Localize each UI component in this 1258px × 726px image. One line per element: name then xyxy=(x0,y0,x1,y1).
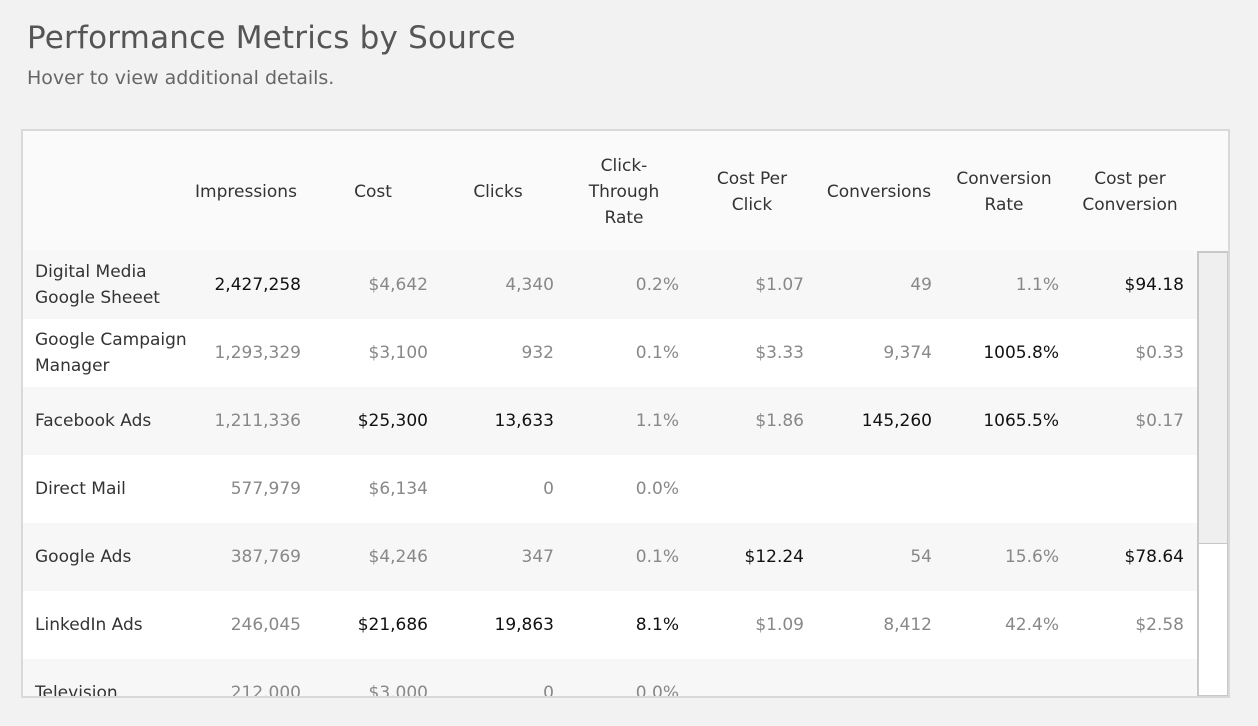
table-cell[interactable]: $12.24 xyxy=(744,547,804,567)
table-cell[interactable]: $94.18 xyxy=(1124,275,1184,295)
table-cell[interactable]: 0 xyxy=(543,683,554,698)
row-source-label: Television xyxy=(35,683,118,698)
table-cell[interactable] xyxy=(1064,659,1184,696)
table-cell[interactable] xyxy=(684,455,804,523)
table-cell[interactable]: 0.1% xyxy=(635,343,679,363)
table-cell[interactable]: 0.0% xyxy=(635,683,679,698)
table-cell[interactable]: 13,633 xyxy=(494,411,554,431)
column-header-conversions[interactable]: Conversions xyxy=(826,182,932,202)
table-cell[interactable] xyxy=(812,659,932,696)
table-cell[interactable]: 0.1% xyxy=(635,547,679,567)
table-cell[interactable]: 54 xyxy=(910,547,932,567)
table-cell[interactable]: 9,374 xyxy=(883,343,932,363)
table-cell[interactable] xyxy=(812,455,932,523)
table-cell[interactable]: $3,000 xyxy=(368,683,428,698)
vertical-scrollbar[interactable] xyxy=(1197,251,1228,696)
row-source-label: Facebook Ads xyxy=(35,411,152,431)
column-header-cpc[interactable]: Cost Per Click xyxy=(716,169,788,215)
table-header: Impressions Cost Clicks Click- Through R… xyxy=(23,131,1228,254)
table-cell[interactable]: $1.09 xyxy=(755,615,804,635)
table-cell[interactable]: $3.33 xyxy=(755,343,804,363)
table-row[interactable]: Television 212,000 $3,000 0 0.0% xyxy=(23,659,1197,698)
table-cell[interactable]: 347 xyxy=(521,547,554,567)
page-title: Performance Metrics by Source xyxy=(27,20,516,56)
table-row[interactable]: Google Campaign Manager 1,293,329 $3,100 93… xyxy=(23,319,1197,387)
table-row[interactable]: Digital Media Google Sheeet 2,427,258 $4,6… xyxy=(23,251,1197,319)
table-cell[interactable]: 0.2% xyxy=(635,275,679,295)
table-cell[interactable]: 19,863 xyxy=(494,615,554,635)
table-cell[interactable]: 1.1% xyxy=(1015,275,1059,295)
table-cell[interactable]: 8.1% xyxy=(635,615,679,635)
table-cell[interactable]: 1065.5% xyxy=(983,411,1059,431)
table-cell[interactable]: 8,412 xyxy=(883,615,932,635)
table-cell[interactable]: $21,686 xyxy=(357,615,428,635)
column-header-conversion-rate[interactable]: Conversion Rate xyxy=(956,169,1052,215)
table-cell[interactable]: $1.86 xyxy=(755,411,804,431)
table-cell[interactable] xyxy=(939,455,1059,523)
table-row[interactable]: Direct Mail 577,979 $6,134 0 0.0% xyxy=(23,455,1197,523)
table-cell[interactable]: $0.17 xyxy=(1135,411,1184,431)
table-cell[interactable]: 932 xyxy=(521,343,554,363)
column-header-cost-per-conversion[interactable]: Cost per Conversion xyxy=(1082,169,1178,215)
table-cell[interactable]: 1,211,336 xyxy=(214,411,301,431)
table-cell[interactable]: $4,246 xyxy=(368,547,428,567)
table-cell[interactable]: $0.33 xyxy=(1135,343,1184,363)
table-row[interactable]: Facebook Ads 1,211,336 $25,300 13,633 1.1% $1… xyxy=(23,387,1197,455)
scrollbar-thumb[interactable] xyxy=(1199,253,1227,544)
column-header-cost[interactable]: Cost xyxy=(354,182,392,202)
table-cell[interactable] xyxy=(1064,455,1184,523)
table-cell[interactable] xyxy=(939,659,1059,696)
table-cell[interactable]: 246,045 xyxy=(230,615,301,635)
row-source-label: Direct Mail xyxy=(35,479,126,499)
table-cell[interactable]: 49 xyxy=(910,275,932,295)
table-row[interactable]: LinkedIn Ads 246,045 $21,686 19,863 8.1% $1.0… xyxy=(23,591,1197,659)
table-cell[interactable] xyxy=(684,659,804,696)
table-cell[interactable]: 0.0% xyxy=(635,479,679,499)
table-cell[interactable]: 1.1% xyxy=(635,411,679,431)
table-cell[interactable]: 1,293,329 xyxy=(214,343,301,363)
table-cell[interactable]: $1.07 xyxy=(755,275,804,295)
table-cell[interactable]: 145,260 xyxy=(861,411,932,431)
table-cell[interactable]: 1005.8% xyxy=(983,343,1059,363)
table-cell[interactable]: 42.4% xyxy=(1004,615,1059,635)
table-cell[interactable]: $6,134 xyxy=(368,479,428,499)
row-source-label: Digital Media Google Sheeet xyxy=(35,262,160,308)
row-source-label: Google Ads xyxy=(35,547,132,567)
table-cell[interactable]: $4,642 xyxy=(368,275,428,295)
table-row[interactable]: Google Ads 387,769 $4,246 347 0.1% $12.24 54 15… xyxy=(23,523,1197,591)
metrics-table: Impressions Cost Clicks Click- Through R… xyxy=(21,129,1230,698)
column-header-impressions[interactable]: Impressions xyxy=(195,182,297,202)
page-subtitle: Hover to view additional details. xyxy=(27,67,335,89)
row-source-label: LinkedIn Ads xyxy=(35,615,143,635)
table-cell[interactable]: 4,340 xyxy=(505,275,554,295)
table-cell[interactable]: 0 xyxy=(543,479,554,499)
column-header-clicks[interactable]: Clicks xyxy=(473,182,523,202)
column-header-ctr[interactable]: Click- Through Rate xyxy=(588,156,660,228)
table-cell[interactable]: $3,100 xyxy=(368,343,428,363)
table-cell[interactable]: 577,979 xyxy=(230,479,301,499)
table-cell[interactable]: 387,769 xyxy=(230,547,301,567)
table-cell[interactable]: 212,000 xyxy=(230,683,301,698)
table-cell[interactable]: 2,427,258 xyxy=(214,275,301,295)
table-cell[interactable]: $78.64 xyxy=(1124,547,1184,567)
table-cell[interactable]: 15.6% xyxy=(1004,547,1059,567)
table-cell[interactable]: $25,300 xyxy=(357,411,428,431)
table-cell[interactable]: $2.58 xyxy=(1135,615,1184,635)
row-source-label: Google Campaign Manager xyxy=(35,330,187,376)
